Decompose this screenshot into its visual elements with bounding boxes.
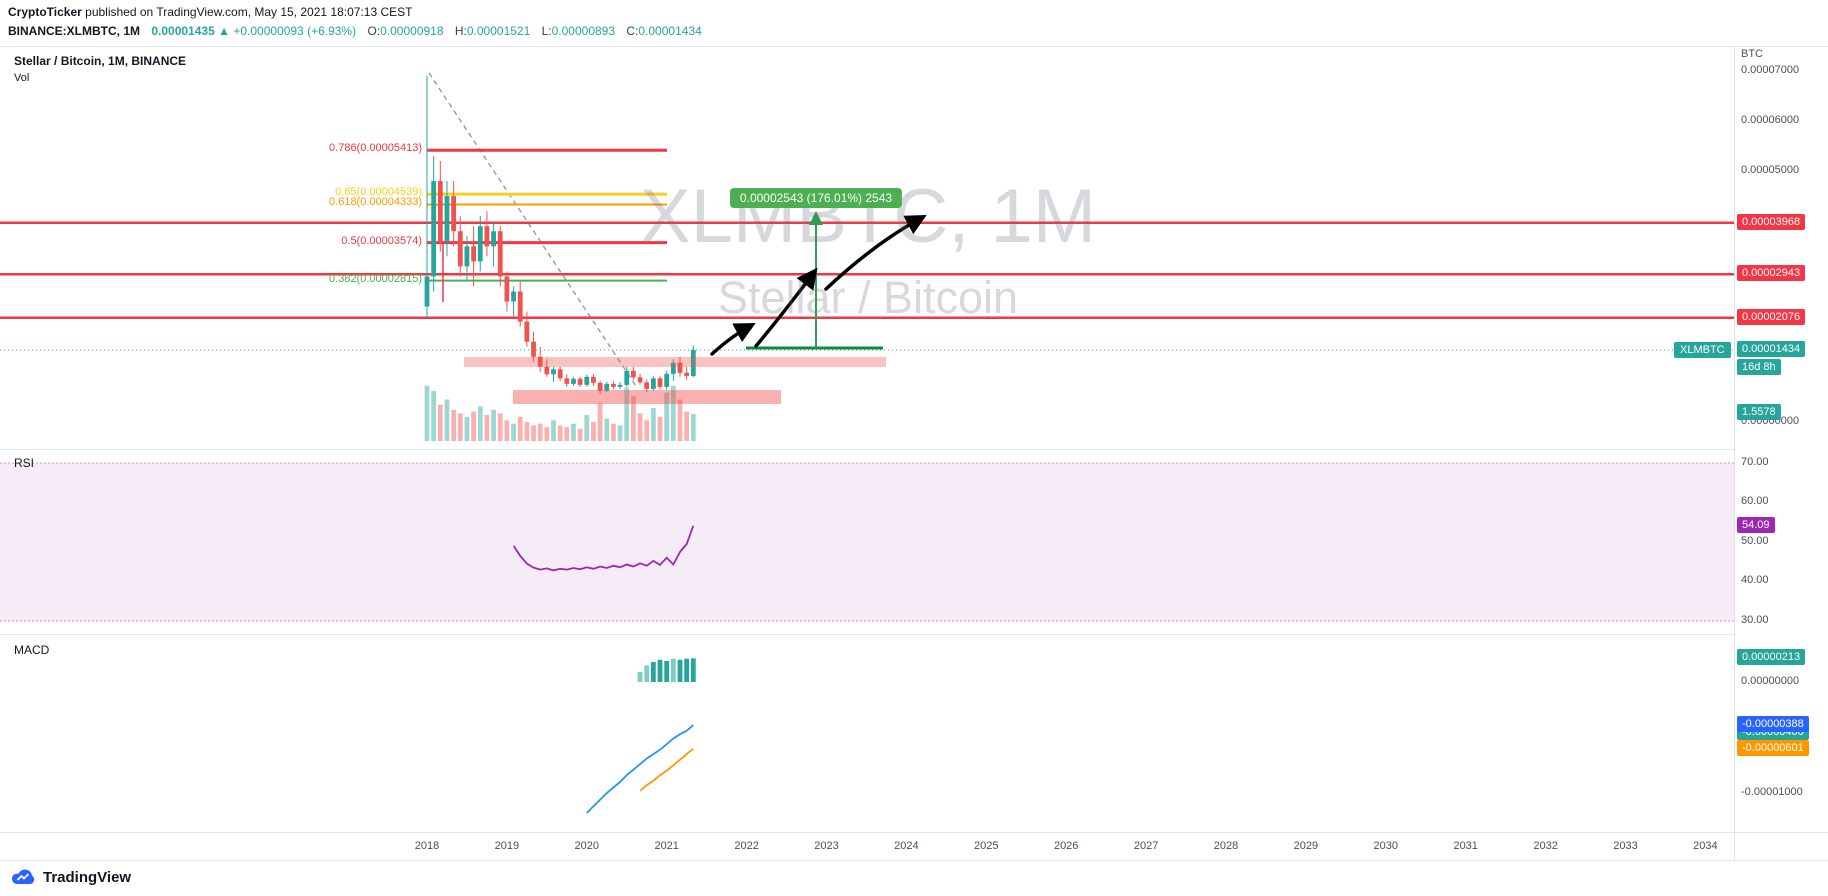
macd-tick: -0.00001000	[1741, 786, 1803, 798]
level-price-chip: 0.00002076	[1737, 308, 1806, 325]
symbol-title: BINANCE:XLMBTC, 1M	[8, 24, 140, 38]
rsi-tick: 70.00	[1741, 456, 1769, 468]
low-label: L:	[541, 24, 552, 38]
price-change: +0.00000093 (+6.93%)	[233, 24, 357, 38]
drawn-arrow-3	[824, 214, 927, 291]
price-range-label: 0.00002543 (176.01%) 2543	[729, 188, 903, 208]
rsi-tick: 40.00	[1741, 574, 1769, 587]
time-axis-separator	[0, 832, 1828, 833]
macd-legend: MACD	[14, 643, 50, 657]
support-zone-upper	[464, 357, 886, 367]
pane-separator-rsi[interactable]	[0, 449, 1734, 450]
volume-value-chip: 1.5578	[1737, 404, 1781, 420]
macd-value-chip: 0.00000213	[1737, 649, 1806, 666]
tradingview-logo-icon[interactable]	[10, 867, 36, 887]
macd-signal-line	[639, 748, 694, 792]
year-label: 2022	[734, 840, 759, 852]
high-label: H:	[454, 24, 467, 38]
year-label: 2031	[1453, 840, 1478, 852]
price-tick: 0.00006000	[1741, 113, 1800, 126]
rsi-band	[0, 463, 1734, 621]
fib-label: 0.618(0.00004333)	[329, 196, 422, 209]
tradingview-brand[interactable]: TradingView	[43, 868, 132, 886]
volume-legend: Vol	[14, 72, 30, 84]
level-price-chip: 0.00003968	[1737, 213, 1806, 230]
year-label: 2018	[414, 840, 440, 852]
drawn-arrow-1	[710, 323, 756, 356]
published-note: published on TradingView.com, May 15, 20…	[81, 5, 413, 19]
main-price-pane[interactable]	[0, 47, 1734, 449]
measure-arrow-head	[809, 211, 823, 225]
axis-unit-label: BTC	[1741, 48, 1763, 60]
price-tick: 0.00005000	[1741, 164, 1800, 176]
candles	[424, 75, 696, 394]
up-arrow-icon: ▲	[218, 24, 230, 38]
open-value: 0.00000918	[380, 24, 444, 38]
year-label: 2026	[1053, 840, 1079, 852]
year-label: 2024	[894, 840, 919, 852]
rsi-tick: 60.00	[1741, 495, 1769, 508]
snapshot-byline: CryptoTicker published on TradingView.co…	[8, 5, 412, 19]
tradingview-footer: TradingView	[10, 864, 131, 890]
fib-label: 0.65(0.00004539)	[335, 186, 422, 199]
macd-line	[586, 724, 694, 814]
year-label: 2027	[1133, 840, 1159, 852]
volume-bars	[424, 385, 696, 441]
rsi-tick: 50.00	[1741, 534, 1769, 547]
symbol-status-line: BINANCE:XLMBTC, 1M 0.00001435 ▲ +0.00000…	[8, 24, 702, 38]
author-name: CryptoTicker	[8, 5, 82, 19]
macd-histogram	[637, 658, 696, 682]
macd-tick: 0.00000000	[1741, 675, 1800, 687]
year-label: 2028	[1213, 840, 1239, 852]
level-price-chip: 0.00002943	[1737, 265, 1806, 282]
last-price-chip: 0.00001434	[1737, 341, 1806, 357]
last-price: 0.00001435	[151, 24, 215, 38]
bottom-separator	[0, 860, 1828, 861]
price-axis-separator	[1734, 46, 1735, 860]
low-value: 0.00000893	[551, 24, 616, 38]
year-label: 2019	[494, 840, 520, 852]
macd-value-chip: -0.00000601	[1737, 739, 1809, 756]
rsi-line	[512, 525, 695, 572]
year-label: 2020	[574, 840, 600, 852]
year-label: 2032	[1533, 840, 1558, 852]
year-label: 2023	[814, 840, 839, 852]
close-value: 0.00001434	[638, 24, 702, 38]
open-label: O:	[367, 24, 381, 38]
price-axis[interactable]: BTC 0.00007000 0.00006000 0.00005000 0.00000…	[1735, 0, 1828, 896]
high-value: 0.00001521	[466, 24, 531, 38]
year-label: 2030	[1373, 840, 1399, 852]
year-label: 2029	[1293, 840, 1319, 852]
rsi-value-chip: 54.09	[1737, 516, 1775, 533]
fib-label: 0.5(0.00003574)	[341, 234, 422, 247]
drawn-arrow-2	[754, 267, 818, 348]
time-axis[interactable]: 2018 2019 2020 2021 2022 2023 2024 2025 2026 2027…	[0, 833, 1734, 860]
fib-label: 0.786(0.00005413)	[329, 142, 422, 155]
rsi-tick: 30.00	[1741, 613, 1769, 626]
year-label: 2021	[654, 840, 679, 852]
symbol-price-flag: XLMBTC	[1674, 342, 1731, 358]
support-zone-lower	[513, 390, 781, 404]
year-label: 2034	[1693, 840, 1718, 852]
bar-countdown-chip: 16d 8h	[1737, 359, 1781, 375]
fib-label: 0.382(0.00002815)	[329, 272, 422, 285]
close-label: C:	[626, 24, 639, 38]
price-tick: 0.00007000	[1741, 63, 1800, 76]
header-separator	[0, 46, 1828, 47]
rsi-legend: RSI	[14, 456, 35, 470]
macd-pane[interactable]	[0, 635, 1734, 832]
year-label: 2033	[1613, 840, 1638, 852]
macd-value-chip: -0.00000388	[1737, 716, 1809, 733]
rsi-pane[interactable]	[0, 450, 1734, 634]
year-label: 2025	[974, 840, 999, 852]
pane-separator-macd[interactable]	[0, 634, 1734, 635]
main-pane-legend: Stellar / Bitcoin, 1M, BINANCE	[14, 54, 187, 68]
